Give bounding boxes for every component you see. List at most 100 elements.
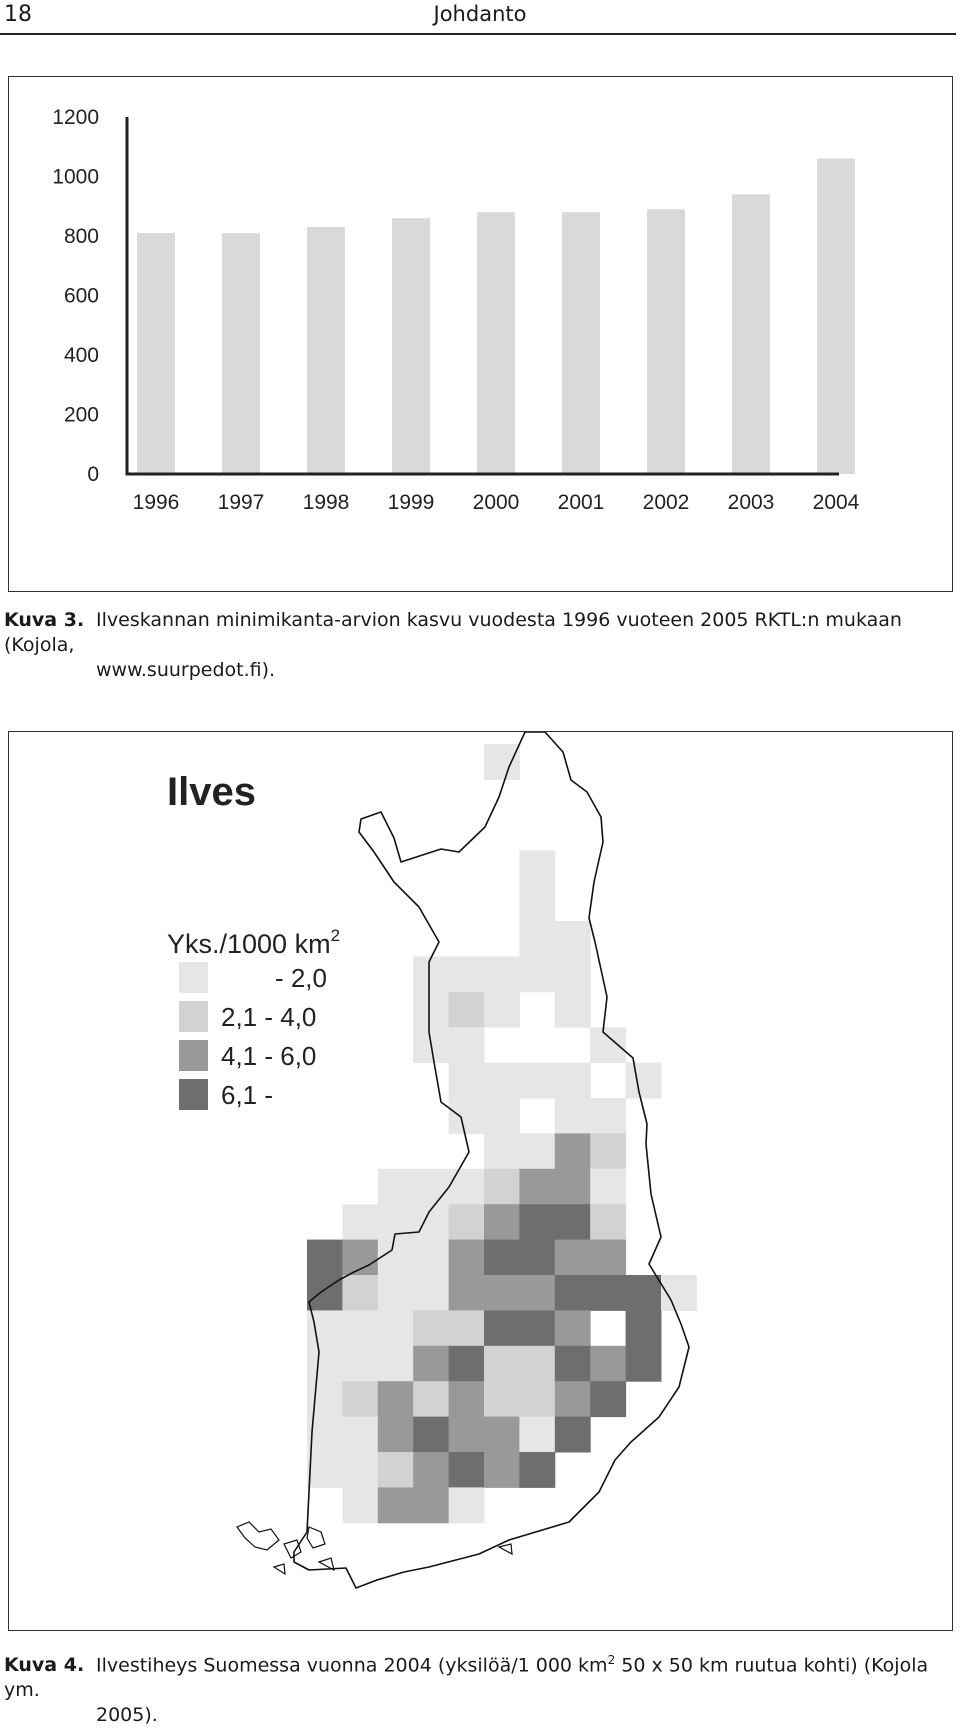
running-header: Johdanto bbox=[433, 2, 527, 26]
density-cell bbox=[377, 1310, 414, 1347]
density-cell bbox=[342, 1416, 379, 1453]
density-cell bbox=[377, 1381, 414, 1418]
density-cell bbox=[519, 1168, 556, 1205]
bar bbox=[392, 218, 430, 474]
density-cell bbox=[448, 1452, 485, 1488]
bar bbox=[562, 212, 600, 474]
density-cell bbox=[448, 1381, 485, 1418]
density-cell bbox=[590, 1204, 627, 1241]
x-tick-label: 2002 bbox=[643, 491, 690, 514]
density-cell bbox=[413, 1416, 450, 1453]
density-cell bbox=[554, 1381, 591, 1418]
x-tick-label: 1997 bbox=[218, 491, 265, 514]
figure3-caption: Kuva 3. Ilveskannan minimikanta-arvion ka… bbox=[4, 608, 954, 683]
density-cell bbox=[554, 1133, 591, 1170]
x-tick-label: 2001 bbox=[558, 491, 605, 514]
bar bbox=[307, 227, 345, 474]
density-cell bbox=[519, 1062, 556, 1099]
density-cell bbox=[484, 1204, 520, 1241]
figure4-caption-sup: 2 bbox=[607, 1653, 616, 1667]
density-cell bbox=[448, 1416, 485, 1453]
density-cell bbox=[448, 1487, 485, 1524]
density-cell bbox=[590, 1275, 627, 1311]
bar bbox=[222, 233, 260, 474]
map-title: Ilves bbox=[167, 770, 256, 814]
legend-swatch bbox=[179, 962, 208, 993]
x-tick-label: 2003 bbox=[728, 491, 775, 514]
finland-outline bbox=[293, 731, 690, 1589]
density-cell bbox=[377, 1275, 414, 1311]
y-tick-label: 0 bbox=[87, 463, 99, 486]
y-tick-label: 1200 bbox=[52, 106, 99, 129]
density-cell bbox=[625, 1062, 662, 1099]
density-cell bbox=[484, 744, 520, 780]
density-cell bbox=[484, 1168, 520, 1205]
density-cell bbox=[377, 1239, 414, 1276]
density-cell bbox=[590, 1168, 627, 1205]
density-cell bbox=[625, 1310, 662, 1347]
figure4-caption: Kuva 4. Ilvestiheys Suomessa vuonna 2004 … bbox=[4, 1648, 954, 1728]
density-cell bbox=[342, 1310, 379, 1347]
density-cell bbox=[413, 1452, 450, 1488]
density-cell bbox=[554, 1098, 591, 1134]
x-tick-label: 1999 bbox=[388, 491, 435, 514]
density-cell bbox=[448, 1310, 485, 1347]
density-cell bbox=[519, 850, 556, 887]
y-tick-label: 400 bbox=[64, 344, 99, 367]
density-cell bbox=[342, 1487, 379, 1524]
figure4-caption-line2: 2005). bbox=[96, 1704, 158, 1727]
density-cell bbox=[519, 1239, 556, 1276]
density-cell bbox=[413, 1381, 450, 1418]
density-cell bbox=[342, 1381, 379, 1418]
x-tick-label: 2000 bbox=[473, 491, 520, 514]
density-cell bbox=[448, 1168, 485, 1205]
density-cell bbox=[342, 1452, 379, 1488]
density-cell bbox=[484, 1062, 520, 1099]
density-cell bbox=[448, 1275, 485, 1311]
figure3-label: Kuva 3. bbox=[4, 609, 85, 631]
density-cell bbox=[448, 1098, 485, 1134]
density-cell bbox=[448, 1062, 485, 1099]
density-cell bbox=[413, 956, 450, 993]
density-cell bbox=[484, 1452, 520, 1488]
legend-title-text: Yks./1000 km bbox=[167, 929, 331, 959]
density-cell bbox=[484, 1239, 520, 1276]
bar bbox=[817, 158, 855, 474]
density-cell bbox=[519, 1310, 556, 1347]
density-cell bbox=[484, 991, 520, 1028]
density-cell bbox=[590, 1098, 627, 1134]
density-cell bbox=[484, 1381, 520, 1418]
density-cell bbox=[519, 885, 556, 922]
density-cell bbox=[554, 991, 591, 1028]
density-cell bbox=[307, 1381, 343, 1418]
density-cell bbox=[554, 1275, 591, 1311]
density-cell bbox=[448, 1345, 485, 1382]
density-cell bbox=[554, 1416, 591, 1453]
density-cell bbox=[590, 1239, 627, 1276]
y-tick-label: 200 bbox=[64, 404, 99, 427]
legend-label: 6,1 - bbox=[221, 1080, 273, 1110]
southwest-islands bbox=[236, 1521, 513, 1576]
density-cell bbox=[307, 1239, 343, 1276]
density-cell bbox=[554, 1310, 591, 1347]
density-cell bbox=[413, 991, 450, 1028]
density-cell bbox=[519, 1275, 556, 1311]
density-cell bbox=[590, 1381, 627, 1418]
density-cell bbox=[484, 1345, 520, 1382]
density-cell bbox=[484, 1133, 520, 1170]
density-cell bbox=[342, 1239, 379, 1276]
density-cell bbox=[448, 956, 485, 993]
legend-swatch bbox=[179, 1001, 208, 1032]
figure4-caption-main: Ilvestiheys Suomessa vuonna 2004 (yksilö… bbox=[96, 1654, 608, 1677]
density-cell bbox=[342, 1345, 379, 1382]
density-cell bbox=[377, 1416, 414, 1453]
density-cell bbox=[342, 1204, 379, 1241]
density-cell bbox=[307, 1345, 343, 1382]
density-cell bbox=[519, 1204, 556, 1241]
legend-title-sup: 2 bbox=[331, 926, 340, 945]
density-cell bbox=[377, 1452, 414, 1488]
density-cell bbox=[377, 1168, 414, 1205]
density-cell bbox=[519, 1416, 556, 1453]
density-cell bbox=[413, 1168, 450, 1205]
density-cell bbox=[377, 1345, 414, 1382]
